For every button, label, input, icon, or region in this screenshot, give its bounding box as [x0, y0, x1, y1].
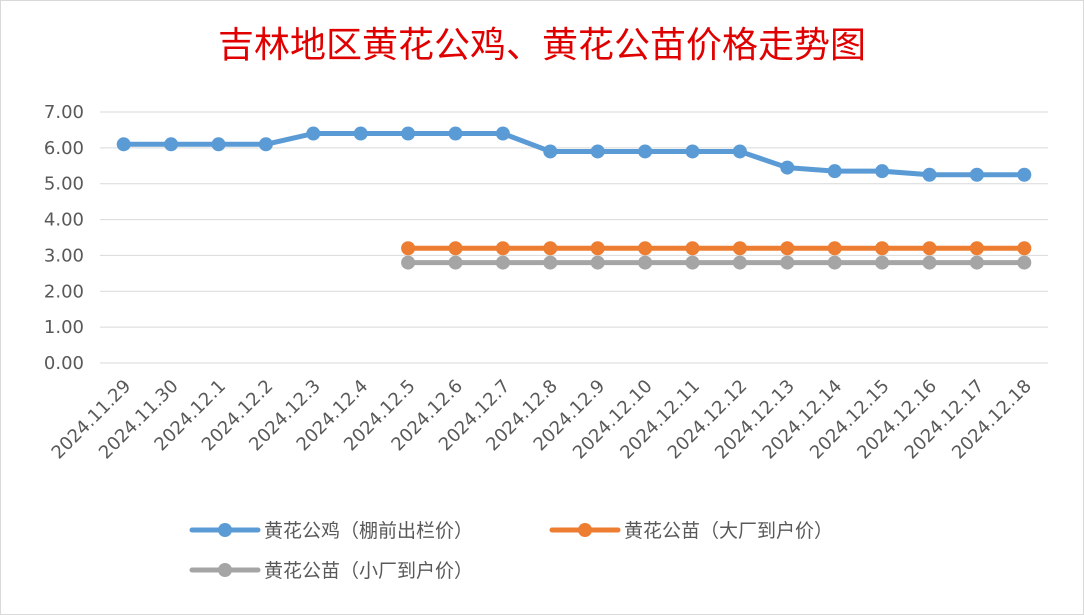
data-point	[448, 255, 463, 270]
series-lines	[116, 126, 1032, 270]
legend-item: 黄花公鸡（棚前出栏价）	[189, 520, 473, 542]
data-point	[1017, 167, 1032, 182]
legend-item: 黄花公苗（小厂到户价）	[189, 560, 473, 582]
data-point	[306, 126, 321, 141]
data-point	[875, 255, 890, 270]
data-point	[1017, 241, 1032, 256]
data-point	[543, 144, 558, 159]
y-tick-label: 3.00	[44, 245, 84, 266]
series-1	[116, 126, 1032, 182]
data-point	[685, 144, 700, 159]
data-point	[353, 126, 368, 141]
data-point	[401, 255, 416, 270]
legend-item: 黄花公苗（大厂到户价）	[549, 520, 833, 542]
data-point	[448, 126, 463, 141]
data-point	[258, 137, 273, 152]
y-tick-label: 1.00	[44, 317, 84, 338]
data-point	[827, 164, 842, 179]
y-tick-label: 7.00	[44, 102, 84, 123]
data-point	[875, 164, 890, 179]
legend-label: 黄花公苗（小厂到户价）	[264, 560, 473, 582]
data-point	[732, 255, 747, 270]
data-point	[495, 241, 510, 256]
data-point	[780, 160, 795, 175]
data-point	[969, 167, 984, 182]
y-tick-label: 2.00	[44, 281, 84, 302]
data-point	[827, 255, 842, 270]
data-point	[543, 241, 558, 256]
data-point	[969, 241, 984, 256]
data-point	[827, 241, 842, 256]
data-point	[732, 144, 747, 159]
data-point	[732, 241, 747, 256]
y-tick-label: 5.00	[44, 174, 84, 195]
data-point	[638, 255, 653, 270]
chart-title: 吉林地区黄花公鸡、黄花公苗价格走势图	[217, 25, 866, 66]
data-point	[922, 167, 937, 182]
data-point	[495, 255, 510, 270]
data-point	[495, 126, 510, 141]
legend-label: 黄花公苗（大厂到户价）	[624, 520, 833, 542]
data-point	[211, 137, 226, 152]
data-point	[685, 255, 700, 270]
series-3	[401, 255, 1032, 270]
y-axis-ticks: 0.00 1.00 2.00 3.00 4.00 5.00 6.00 7.00	[44, 102, 84, 374]
data-point	[448, 241, 463, 256]
x-axis-ticks: 2024.11.292024.11.302024.12.12024.12.220…	[48, 376, 1036, 464]
legend-swatch-marker	[218, 563, 232, 577]
data-point	[780, 241, 795, 256]
data-point	[922, 241, 937, 256]
data-point	[164, 137, 179, 152]
data-point	[685, 241, 700, 256]
data-point	[638, 144, 653, 159]
data-point	[922, 255, 937, 270]
data-point	[116, 137, 131, 152]
y-tick-label: 6.00	[44, 138, 84, 159]
legend-swatch-marker	[218, 523, 232, 537]
series-2	[401, 241, 1032, 256]
data-point	[401, 126, 416, 141]
data-point	[875, 241, 890, 256]
legend: 黄花公鸡（棚前出栏价） 黄花公苗（大厂到户价） 黄花公苗（小厂到户价）	[189, 520, 833, 582]
data-point	[401, 241, 416, 256]
data-point	[590, 241, 605, 256]
series-line	[121, 131, 1027, 178]
data-point	[780, 255, 795, 270]
data-point	[969, 255, 984, 270]
data-point	[590, 255, 605, 270]
data-point	[638, 241, 653, 256]
data-point	[543, 255, 558, 270]
y-tick-label: 4.00	[44, 210, 84, 231]
legend-label: 黄花公鸡（棚前出栏价）	[264, 520, 473, 542]
y-tick-label: 0.00	[44, 353, 84, 374]
gridlines	[100, 111, 1048, 364]
legend-swatch-marker	[578, 523, 592, 537]
data-point	[590, 144, 605, 159]
data-point	[1017, 255, 1032, 270]
